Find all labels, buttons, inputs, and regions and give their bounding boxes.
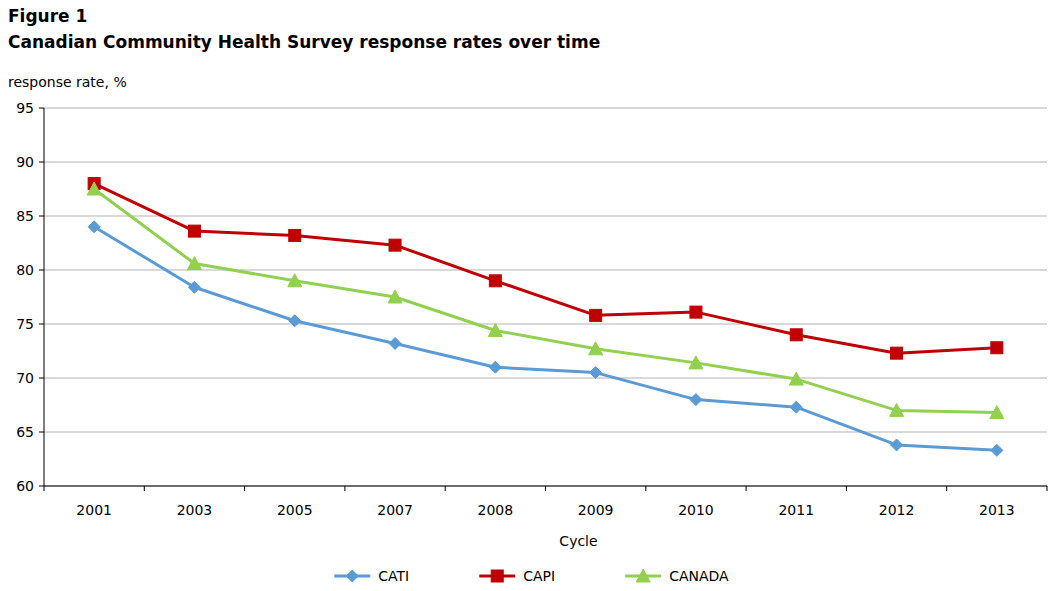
- x-tick-label: 2005: [277, 502, 313, 518]
- point: [389, 239, 401, 251]
- point: [489, 275, 501, 287]
- legend-item: CAPI: [479, 568, 555, 584]
- x-tick-label: 2012: [879, 502, 915, 518]
- x-tick: [545, 486, 546, 491]
- point: [790, 329, 802, 341]
- y-tick-label: 75: [16, 316, 34, 332]
- y-tick-label: 85: [16, 208, 34, 224]
- grid-line: [44, 162, 1047, 163]
- point: [289, 229, 301, 241]
- x-tick: [445, 486, 446, 491]
- point: [88, 221, 100, 233]
- x-tick-label: 2008: [478, 502, 514, 518]
- y-tick: [39, 378, 44, 379]
- x-tick-label: 2013: [979, 502, 1015, 518]
- legend-marker: [491, 570, 503, 582]
- point: [489, 361, 501, 373]
- x-tick-label: 2011: [778, 502, 814, 518]
- x-tick: [44, 486, 45, 491]
- y-tick-label: 80: [16, 262, 34, 278]
- point: [991, 444, 1003, 456]
- point: [891, 347, 903, 359]
- x-tick: [645, 486, 646, 491]
- y-tick: [39, 216, 44, 217]
- y-tick: [39, 324, 44, 325]
- y-tick: [39, 162, 44, 163]
- y-tick-label: 65: [16, 424, 34, 440]
- legend-marker: [636, 569, 650, 582]
- point: [590, 367, 602, 379]
- point: [87, 182, 101, 195]
- x-tick: [244, 486, 245, 491]
- point: [188, 281, 200, 293]
- x-tick: [1047, 486, 1048, 491]
- x-tick: [144, 486, 145, 491]
- plot-area: [87, 178, 1004, 457]
- point: [890, 403, 904, 416]
- legend-label: CATI: [378, 568, 409, 584]
- grid-line: [44, 432, 1047, 433]
- point: [690, 306, 702, 318]
- y-tick: [39, 108, 44, 109]
- grid-line: [44, 324, 1047, 325]
- point: [289, 315, 301, 327]
- y-tick-label: 70: [16, 370, 34, 386]
- legend-item: CANADA: [625, 568, 729, 584]
- legend: CATI CAPI CANADA: [334, 568, 729, 584]
- y-tick: [39, 486, 44, 487]
- point: [590, 309, 602, 321]
- grid-line: [44, 216, 1047, 217]
- y-tick: [39, 432, 44, 433]
- point: [589, 342, 603, 355]
- point: [689, 356, 703, 369]
- series-line: [94, 189, 997, 413]
- y-tick-label: 95: [16, 100, 34, 116]
- y-axis: [44, 108, 45, 486]
- point: [188, 225, 200, 237]
- grid-line: [44, 378, 1047, 379]
- x-tick: [846, 486, 847, 491]
- point: [389, 337, 401, 349]
- point: [991, 342, 1003, 354]
- subtitle: Canadian Community Health Survey respons…: [8, 32, 600, 52]
- point: [789, 372, 803, 385]
- title: Figure 1: [8, 6, 87, 26]
- y-axis-label: response rate, %: [8, 74, 127, 90]
- x-tick-label: 2001: [76, 502, 112, 518]
- point: [187, 257, 201, 270]
- legend-marker: [346, 570, 358, 582]
- chart: Figure 1 Canadian Community Health Survey…: [0, 0, 1063, 591]
- grid-line: [44, 108, 1047, 109]
- point: [790, 401, 802, 413]
- point: [891, 439, 903, 451]
- point: [288, 274, 302, 287]
- y-tick: [39, 270, 44, 271]
- y-tick-label: 90: [16, 154, 34, 170]
- legend-item: CATI: [334, 568, 409, 584]
- point: [488, 323, 502, 336]
- x-tick-label: 2009: [578, 502, 614, 518]
- x-tick-label: 2003: [177, 502, 213, 518]
- legend-label: CANADA: [669, 568, 729, 584]
- x-tick: [946, 486, 947, 491]
- point: [388, 290, 402, 303]
- x-tick: [746, 486, 747, 491]
- x-tick: [344, 486, 345, 491]
- x-tick-label: 2010: [678, 502, 714, 518]
- x-axis-label: Cycle: [559, 533, 597, 549]
- legend-label: CAPI: [523, 568, 555, 584]
- x-tick-label: 2007: [377, 502, 413, 518]
- y-tick-label: 60: [16, 478, 34, 494]
- point: [990, 406, 1004, 419]
- point: [690, 394, 702, 406]
